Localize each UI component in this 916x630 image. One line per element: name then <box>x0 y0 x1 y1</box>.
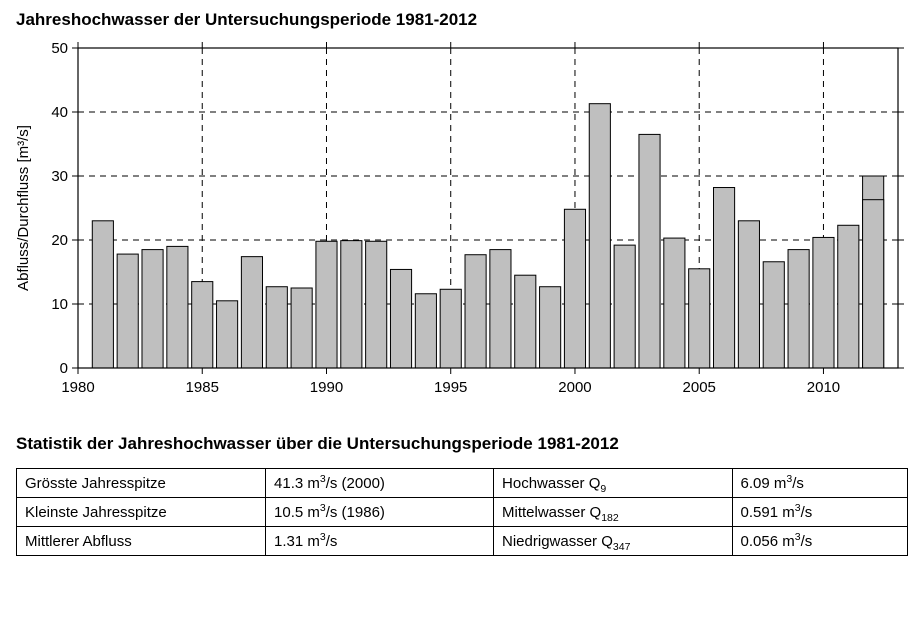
bar-2007 <box>738 221 759 368</box>
stats-left-label: Grösste Jahresspitze <box>17 469 266 498</box>
stats-left-label: Kleinste Jahresspitze <box>17 498 266 527</box>
stats-right-value: 0.591 m3/s <box>732 498 907 527</box>
bar-1983 <box>142 250 163 368</box>
bar-2006 <box>714 188 735 368</box>
y-tick-label: 30 <box>51 168 68 185</box>
bar-2009 <box>788 250 809 368</box>
x-tick-label: 1995 <box>434 379 467 396</box>
stats-right-value: 6.09 m3/s <box>732 469 907 498</box>
bar-1989 <box>291 288 312 368</box>
bar-2011 <box>838 225 859 368</box>
stats-left-value: 10.5 m3/s (1986) <box>266 498 494 527</box>
stats-title: Statistik der Jahreshochwasser über die … <box>16 434 908 454</box>
y-tick-label: 50 <box>51 40 68 57</box>
bar-2001 <box>589 104 610 368</box>
stats-left-value: 41.3 m3/s (2000) <box>266 469 494 498</box>
bar-2008 <box>763 262 784 368</box>
bar-1988 <box>266 287 287 368</box>
bar-2000 <box>564 209 585 368</box>
bar-1987 <box>241 257 262 368</box>
bar-2005 <box>689 269 710 368</box>
bar-1991 <box>341 241 362 368</box>
y-tick-label: 40 <box>51 104 68 121</box>
bar-1985 <box>192 282 213 368</box>
y-tick-label: 20 <box>51 232 68 249</box>
bar-1993 <box>390 269 411 368</box>
chart-svg: 0 10 20 30 40 50 1980 1985 1990 1995 2000 2005 2010 A… <box>8 40 908 410</box>
bar-2012-b <box>863 200 884 368</box>
stats-row: Mittlerer Abfluss1.31 m3/sNiedrigwasser … <box>17 527 908 556</box>
bar-2003 <box>639 134 660 368</box>
x-tick-label: 2010 <box>807 379 840 396</box>
bar-1992 <box>366 241 387 368</box>
bar-1997 <box>490 250 511 368</box>
y-tick-label: 0 <box>60 360 68 377</box>
stats-row: Kleinste Jahresspitze10.5 m3/s (1986)Mit… <box>17 498 908 527</box>
stats-left-label: Mittlerer Abfluss <box>17 527 266 556</box>
y-tick-label: 10 <box>51 296 68 313</box>
bar-1994 <box>415 294 436 368</box>
annual-flood-bar-chart: 0 10 20 30 40 50 1980 1985 1990 1995 2000 2005 2010 A… <box>8 40 908 410</box>
bar-1998 <box>515 275 536 368</box>
chart-title: Jahreshochwasser der Untersuchungsperiod… <box>16 10 908 30</box>
stats-table: Grösste Jahresspitze41.3 m3/s (2000)Hoch… <box>16 468 908 556</box>
bar-2004 <box>664 238 685 368</box>
x-tick-label: 1985 <box>186 379 219 396</box>
bar-1995 <box>440 289 461 368</box>
x-tick-label: 2000 <box>558 379 591 396</box>
x-tick-label: 1980 <box>61 379 94 396</box>
bar-1981 <box>92 221 113 368</box>
bar-1986 <box>217 301 238 368</box>
y-axis-label: Abfluss/Durchfluss [m³/s] <box>15 125 32 291</box>
bar-2002 <box>614 245 635 368</box>
stats-right-label: Niedrigwasser Q347 <box>494 527 733 556</box>
bar-1999 <box>540 287 561 368</box>
bar-1984 <box>167 246 188 368</box>
stats-left-value: 1.31 m3/s <box>266 527 494 556</box>
stats-right-label: Hochwasser Q9 <box>494 469 733 498</box>
stats-right-label: Mittelwasser Q182 <box>494 498 733 527</box>
bar-1990 <box>316 241 337 368</box>
x-tick-label: 2005 <box>683 379 716 396</box>
bar-1996 <box>465 255 486 368</box>
stats-row: Grösste Jahresspitze41.3 m3/s (2000)Hoch… <box>17 469 908 498</box>
stats-right-value: 0.056 m3/s <box>732 527 907 556</box>
bar-1982 <box>117 254 138 368</box>
x-tick-label: 1990 <box>310 379 343 396</box>
bar-2010 <box>813 237 834 368</box>
